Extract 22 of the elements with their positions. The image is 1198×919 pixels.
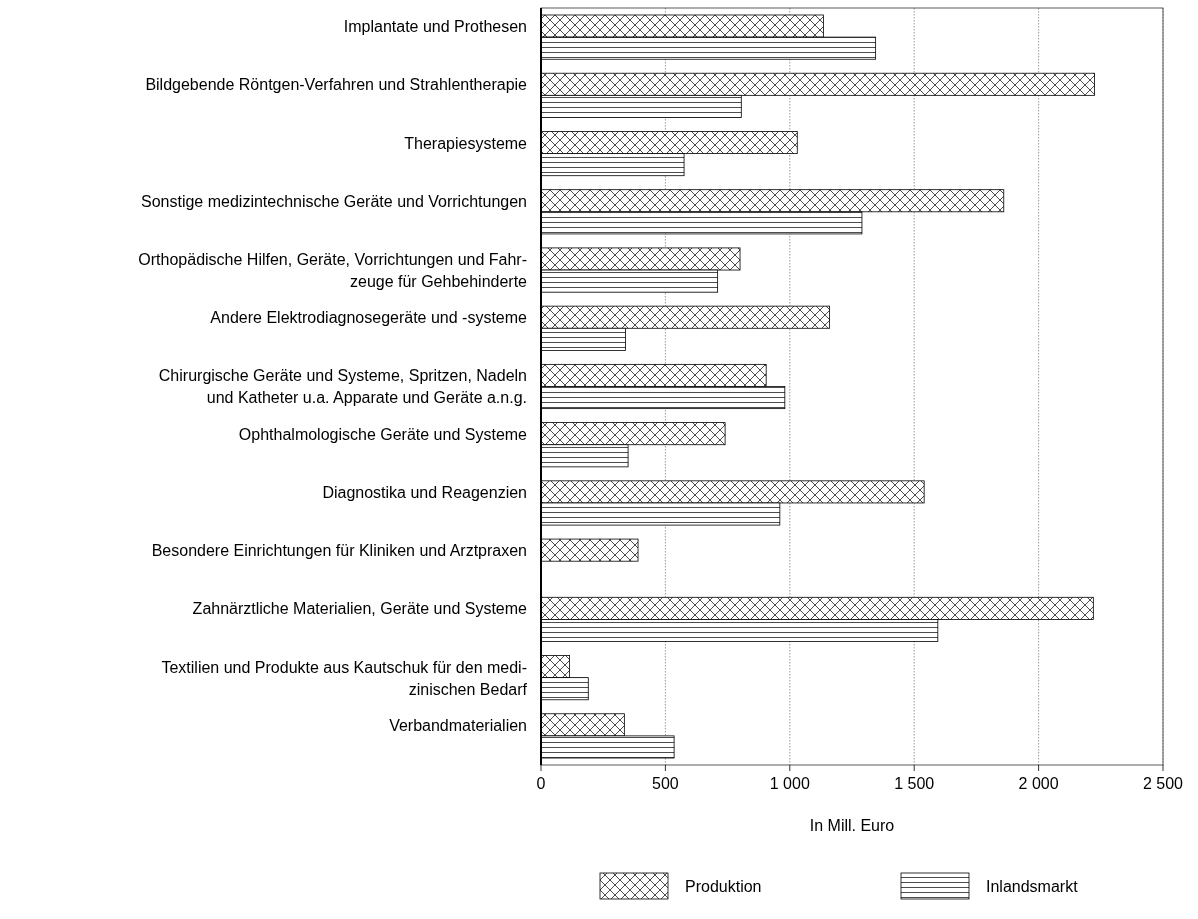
y-tick-label: Textilien und Produkte aus Kautschuk für den medi- zinischen Bedarf xyxy=(161,658,528,698)
x-tick-label: 1 000 xyxy=(769,775,810,792)
y-tick-label: Ophthalmologische Geräte und Systeme xyxy=(238,425,528,443)
y-tick-label: Besondere Einrichtungen für Kliniken und Arztpraxen xyxy=(151,541,527,559)
x-tick-label: 0 xyxy=(536,775,546,792)
x-tick-label: 1 500 xyxy=(894,775,935,792)
legend-label: Produktion xyxy=(685,878,762,895)
y-tick-label: Sonstige medizintechnische Geräte und Vorrichtungen xyxy=(140,192,527,210)
y-tick-label: Orthopädische Hilfen, Geräte, Vorrichtungen und Fahr- zeuge für Gehbehinderte xyxy=(138,250,528,290)
y-tick-label: Verbandmaterialien xyxy=(389,716,527,734)
y-tick-label: Andere Elektrodiagnosegeräte und -systeme xyxy=(210,308,528,326)
x-tick-label: 2 500 xyxy=(1142,775,1184,792)
y-tick-label: Diagnostika und Reagenzien xyxy=(322,483,527,501)
y-tick-label: Therapiesysteme xyxy=(404,134,528,152)
y-tick-label: Chirurgische Geräte und Systeme, Spritzen, Nadeln und Katheter u.a. Apparate und Geräte a.n.g. xyxy=(158,366,527,406)
legend-label: Inlandsmarkt xyxy=(986,878,1079,895)
y-tick-label: Bildgebende Röntgen-Verfahren und Strahlentherapie xyxy=(145,75,528,93)
y-tick-label: Zahnärztliche Materialien, Geräte und Systeme xyxy=(192,599,528,617)
x-tick-label: 500 xyxy=(652,775,679,792)
y-tick-label: Implantate und Prothesen xyxy=(343,17,527,35)
x-axis-title: In Mill. Euro xyxy=(809,817,895,834)
x-tick-label: 2 000 xyxy=(1018,775,1059,792)
